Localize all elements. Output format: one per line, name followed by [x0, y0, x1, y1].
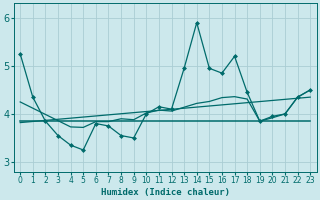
X-axis label: Humidex (Indice chaleur): Humidex (Indice chaleur): [101, 188, 230, 197]
